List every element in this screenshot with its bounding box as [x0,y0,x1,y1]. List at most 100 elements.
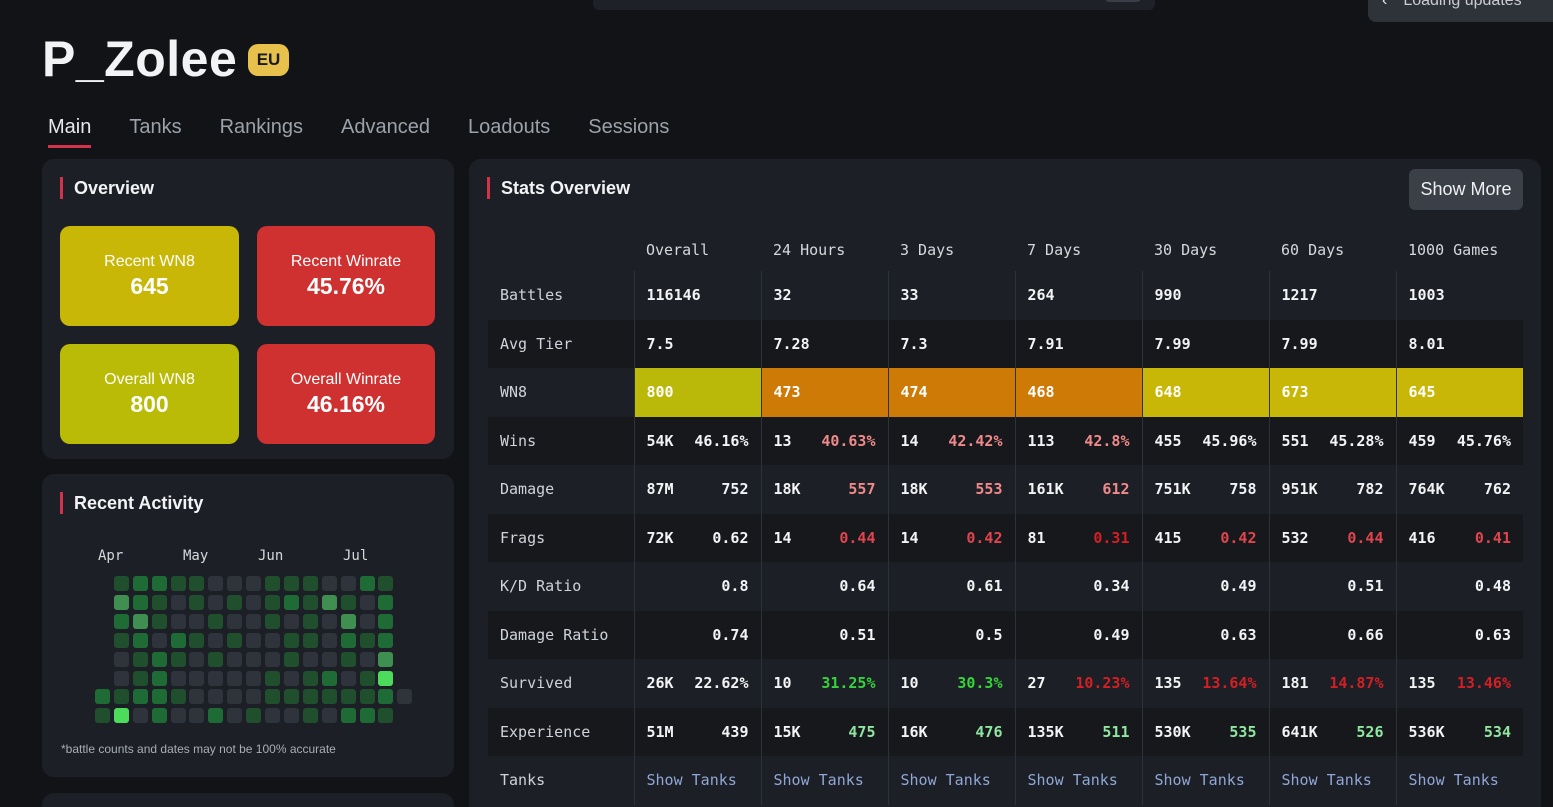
heatmap-cell[interactable] [283,613,299,629]
heatmap-cell[interactable] [170,632,186,648]
heatmap-cell[interactable] [132,708,148,724]
heatmap-cell[interactable] [302,651,318,667]
heatmap-cell[interactable] [378,651,394,667]
heatmap-cell[interactable] [170,594,186,610]
heatmap-cell[interactable] [340,576,356,591]
heatmap-cell[interactable] [208,670,224,686]
heatmap-cell[interactable] [359,576,375,591]
heatmap-cell[interactable] [170,576,186,591]
heatmap-cell[interactable] [113,651,129,667]
show-tanks-link[interactable]: Show Tanks [1281,771,1372,790]
heatmap-cell[interactable] [378,576,394,591]
heatmap-cell[interactable] [283,689,299,705]
heatmap-cell[interactable] [246,689,262,705]
heatmap-cell[interactable] [340,594,356,610]
heatmap-cell[interactable] [189,689,205,705]
heatmap-cell[interactable] [265,576,280,591]
heatmap-cell[interactable] [302,670,318,686]
heatmap-cell[interactable] [359,670,375,686]
heatmap-cell[interactable] [227,708,243,724]
heatmap-cell[interactable] [94,689,110,705]
show-tanks-link[interactable]: Show Tanks [1408,771,1499,790]
heatmap-cell[interactable] [189,613,205,629]
heatmap-cell[interactable] [302,594,318,610]
heatmap-cell[interactable] [283,576,299,591]
tab-rankings[interactable]: Rankings [219,116,303,138]
heatmap-cell[interactable] [265,708,280,724]
show-tanks-link[interactable]: Show Tanks [1027,771,1118,790]
heatmap-cell[interactable] [227,632,243,648]
heatmap-cell[interactable] [208,576,224,591]
heatmap-cell[interactable] [151,689,167,705]
heatmap-cell[interactable] [113,632,129,648]
heatmap-cell[interactable] [321,576,337,591]
heatmap-cell[interactable] [321,632,337,648]
heatmap-cell[interactable] [227,594,243,610]
heatmap-cell[interactable] [321,689,337,705]
heatmap-cell[interactable] [246,670,262,686]
heatmap-cell[interactable] [113,670,129,686]
show-tanks-link[interactable]: Show Tanks [1154,771,1245,790]
heatmap-cell[interactable] [246,708,262,724]
heatmap-cell[interactable] [151,632,167,648]
heatmap-cell[interactable] [321,670,337,686]
heatmap-cell[interactable] [359,689,375,705]
tab-main[interactable]: Main [48,116,92,148]
heatmap-cell[interactable] [283,708,299,724]
heatmap-cell[interactable] [151,594,167,610]
heatmap-cell[interactable] [378,594,394,610]
heatmap-cell[interactable] [265,613,280,629]
show-more-button[interactable]: Show More [1409,169,1523,210]
heatmap-cell[interactable] [265,632,280,648]
heatmap-cell[interactable] [132,594,148,610]
heatmap-cell[interactable] [265,594,280,610]
heatmap-cell[interactable] [208,651,224,667]
heatmap-cell[interactable] [265,651,280,667]
heatmap-cell[interactable] [246,632,262,648]
heatmap-cell[interactable] [246,594,262,610]
heatmap-cell[interactable] [340,632,356,648]
heatmap-cell[interactable] [378,632,394,648]
heatmap-cell[interactable] [283,632,299,648]
heatmap-cell[interactable] [359,632,375,648]
heatmap-cell[interactable] [189,632,205,648]
heatmap-cell[interactable] [170,708,186,724]
heatmap-cell[interactable] [340,689,356,705]
heatmap-cell[interactable] [227,613,243,629]
heatmap-cell[interactable] [302,689,318,705]
heatmap-cell[interactable] [113,708,129,724]
heatmap-cell[interactable] [283,594,299,610]
heatmap-cell[interactable] [321,651,337,667]
heatmap-cell[interactable] [151,576,167,591]
heatmap-cell[interactable] [132,689,148,705]
heatmap-cell[interactable] [340,708,356,724]
heatmap-cell[interactable] [132,613,148,629]
heatmap-cell[interactable] [94,708,110,724]
heatmap-cell[interactable] [302,632,318,648]
heatmap-cell[interactable] [359,708,375,724]
heatmap-cell[interactable] [359,594,375,610]
heatmap-cell[interactable] [227,689,243,705]
heatmap-cell[interactable] [189,576,205,591]
show-tanks-link[interactable]: Show Tanks [646,771,737,790]
show-tanks-link[interactable]: Show Tanks [773,771,864,790]
heatmap-cell[interactable] [359,651,375,667]
heatmap-cell[interactable] [246,651,262,667]
heatmap-cell[interactable] [283,670,299,686]
heatmap-cell[interactable] [208,613,224,629]
heatmap-cell[interactable] [397,689,413,705]
heatmap-cell[interactable] [170,651,186,667]
heatmap-cell[interactable] [132,632,148,648]
heatmap-cell[interactable] [113,613,129,629]
heatmap-cell[interactable] [227,651,243,667]
search-button[interactable] [1105,0,1141,2]
search-bar[interactable] [593,0,1155,10]
heatmap-cell[interactable] [151,613,167,629]
heatmap-cell[interactable] [265,670,280,686]
show-tanks-link[interactable]: Show Tanks [900,771,991,790]
heatmap-cell[interactable] [265,689,280,705]
heatmap-cell[interactable] [189,708,205,724]
heatmap-cell[interactable] [170,613,186,629]
tab-advanced[interactable]: Advanced [341,116,430,138]
heatmap-cell[interactable] [283,651,299,667]
